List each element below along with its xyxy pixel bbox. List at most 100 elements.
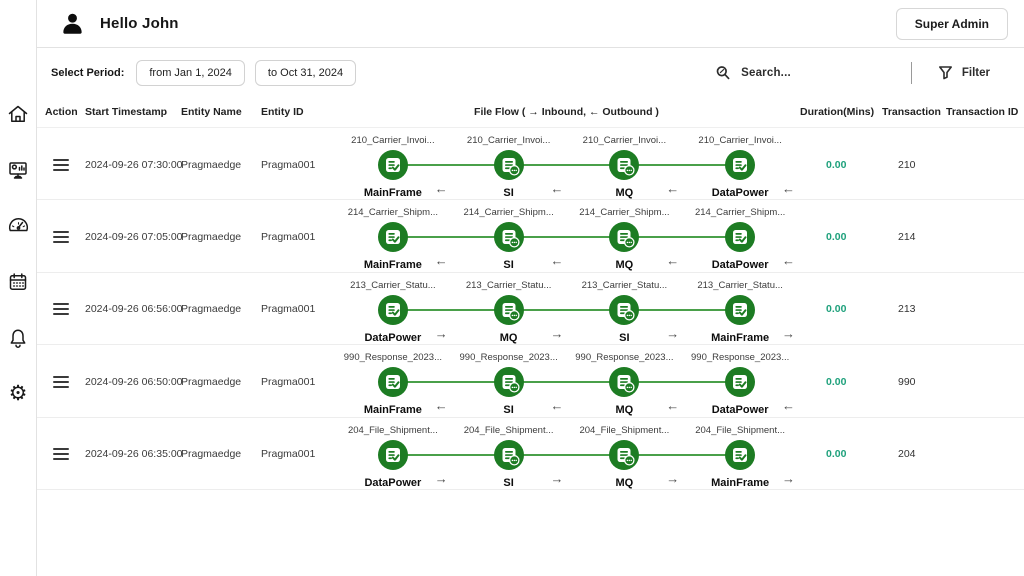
search-input[interactable]: Search... (715, 65, 791, 81)
monitor-dashboard-icon[interactable] (7, 158, 30, 181)
row-entity-id: Pragma001 (261, 303, 316, 316)
flow-node-name: DataPower (711, 404, 769, 417)
flow-stage-node[interactable]: 204_File_Shipment... SI → (451, 418, 567, 491)
transactions-table: Action Start Timestamp Entity Name Entity I… (37, 97, 1024, 576)
flow-file-label: 214_Carrier_Shipm... (579, 207, 670, 219)
row-action-menu-icon[interactable] (53, 448, 69, 461)
flow-file-label: 204_File_Shipment... (463, 424, 554, 436)
flow-node-name: DataPower (364, 476, 422, 489)
column-header: Transaction (882, 106, 941, 118)
flow-connector-line (391, 236, 742, 239)
flow-node-icon (377, 439, 408, 470)
flow-stage-node[interactable]: 213_Carrier_Statu... DataPower → (335, 273, 451, 346)
file-flow: 210_Carrier_Invoi... MainFrame ← 210_Car… (333, 128, 800, 201)
row-entity-name: Pragmaedge (181, 303, 242, 316)
flow-file-label: 990_Response_2023... (691, 352, 790, 364)
document-check-icon (377, 294, 408, 325)
document-pending-icon (609, 294, 640, 325)
flow-stage-node[interactable]: 210_Carrier_Invoi... SI ← (451, 128, 567, 201)
row-duration: 0.00 (826, 375, 847, 388)
row-timestamp: 2024-09-26 07:30:00 (85, 158, 183, 171)
row-action-menu-icon[interactable] (53, 375, 69, 388)
flow-direction-arrow: ← (434, 181, 448, 196)
row-action-menu-icon[interactable] (53, 303, 69, 316)
divider (910, 61, 912, 84)
file-flow: 213_Carrier_Statu... DataPower → 213_Car… (333, 273, 800, 346)
row-entity-name: Pragmaedge (181, 158, 242, 171)
flow-connector-line (391, 308, 742, 311)
flow-connector-line (391, 164, 742, 166)
flow-stage-node[interactable]: 990_Response_2023... MainFrame ← (335, 345, 451, 418)
flow-direction-arrow: ← (782, 253, 795, 269)
document-pending-icon (493, 150, 524, 180)
flow-stage-node[interactable]: 213_Carrier_Statu... SI → (567, 273, 683, 346)
flow-stage-node[interactable]: 204_File_Shipment... MainFrame → (682, 418, 798, 491)
top-bar: Hello John Super Admin (37, 0, 1024, 48)
row-timestamp: 2024-09-26 06:50:00 (85, 375, 183, 388)
flow-direction-arrow: → (666, 470, 680, 486)
flow-node-icon (493, 367, 524, 398)
flow-direction-arrow: → (666, 325, 680, 341)
flow-stage-node[interactable]: 213_Carrier_Statu... MQ → (451, 273, 567, 346)
flow-node-name: SI (503, 259, 514, 272)
flow-stage-node[interactable]: 214_Carrier_Shipm... SI ← (451, 200, 567, 273)
flow-stage-node[interactable]: 214_Carrier_Shipm... MQ ← (567, 200, 683, 273)
document-check-icon (725, 222, 756, 253)
flow-direction-arrow: ← (666, 181, 680, 196)
flow-node-icon (493, 150, 524, 180)
flow-node-icon (609, 222, 640, 253)
flow-connector-line (391, 453, 742, 456)
flow-stage-node[interactable]: 204_File_Shipment... DataPower → (335, 418, 451, 491)
flow-direction-arrow: → (782, 470, 795, 486)
flow-direction-arrow: ← (782, 181, 795, 196)
row-entity-id: Pragma001 (261, 158, 316, 171)
date-from-input[interactable]: from Jan 1, 2024 (136, 59, 245, 86)
home-icon[interactable] (7, 102, 30, 125)
flow-file-label: 213_Carrier_Statu... (697, 279, 783, 291)
date-to-input[interactable]: to Oct 31, 2024 (254, 59, 357, 86)
flow-direction-arrow: → (434, 470, 448, 486)
document-check-icon (725, 367, 756, 398)
flow-stage-node[interactable]: 204_File_Shipment... MQ → (567, 418, 683, 491)
flow-stage-node[interactable]: 210_Carrier_Invoi... MainFrame ← (335, 128, 451, 201)
filter-button[interactable]: Filter (938, 65, 990, 80)
file-flow: 990_Response_2023... MainFrame ← 990_Res… (333, 345, 800, 418)
flow-stage-node[interactable]: 990_Response_2023... SI ← (451, 345, 567, 418)
column-header: Entity ID (261, 106, 304, 118)
calendar-icon[interactable] (7, 270, 30, 293)
super-admin-button[interactable]: Super Admin (895, 7, 1008, 40)
flow-stage-node[interactable]: 214_Carrier_Shipm... DataPower ← (682, 200, 798, 273)
table-row: 2024-09-26 06:35:00 Pragmaedge Pragma001… (37, 418, 1024, 490)
flow-node-icon (725, 439, 756, 470)
flow-node-name: MQ (499, 331, 518, 344)
column-header: File Flow ( → Inbound, ← Outbound ) (474, 106, 659, 118)
column-header: Duration(Mins) (800, 106, 875, 118)
document-pending-icon (609, 439, 640, 470)
flow-node-icon (377, 294, 408, 325)
select-period-label: Select Period: (51, 66, 125, 79)
row-action-menu-icon[interactable] (53, 158, 69, 171)
flow-node-name: MainFrame (363, 404, 422, 417)
flow-stage-node[interactable]: 214_Carrier_Shipm... MainFrame ← (335, 200, 451, 273)
flow-stage-node[interactable]: 213_Carrier_Statu... MainFrame → (682, 273, 798, 346)
flow-stage-node[interactable]: 210_Carrier_Invoi... MQ ← (567, 128, 683, 201)
gear-icon[interactable]: ⚙ (8, 382, 28, 405)
flow-file-label: 990_Response_2023... (343, 352, 442, 364)
filter-funnel-icon (938, 66, 952, 80)
row-transaction: 990 (898, 375, 916, 388)
flow-stage-node[interactable]: 990_Response_2023... DataPower ← (682, 345, 798, 418)
bell-icon[interactable] (7, 326, 30, 349)
sidebar: ⚙ (0, 0, 37, 576)
flow-node-name: MQ (615, 187, 634, 199)
gauge-icon[interactable] (7, 214, 30, 237)
flow-stage-node[interactable]: 210_Carrier_Invoi... DataPower ← (682, 128, 798, 201)
row-action-menu-icon[interactable] (53, 230, 69, 243)
flow-file-label: 213_Carrier_Statu... (350, 279, 436, 291)
table-row: 2024-09-26 06:56:00 Pragmaedge Pragma001… (37, 273, 1024, 346)
flow-node-icon (725, 222, 756, 253)
flow-node-icon (377, 150, 408, 180)
flow-stage-node[interactable]: 990_Response_2023... MQ ← (567, 345, 683, 418)
row-entity-name: Pragmaedge (181, 230, 242, 243)
flow-direction-arrow: → (782, 325, 795, 341)
